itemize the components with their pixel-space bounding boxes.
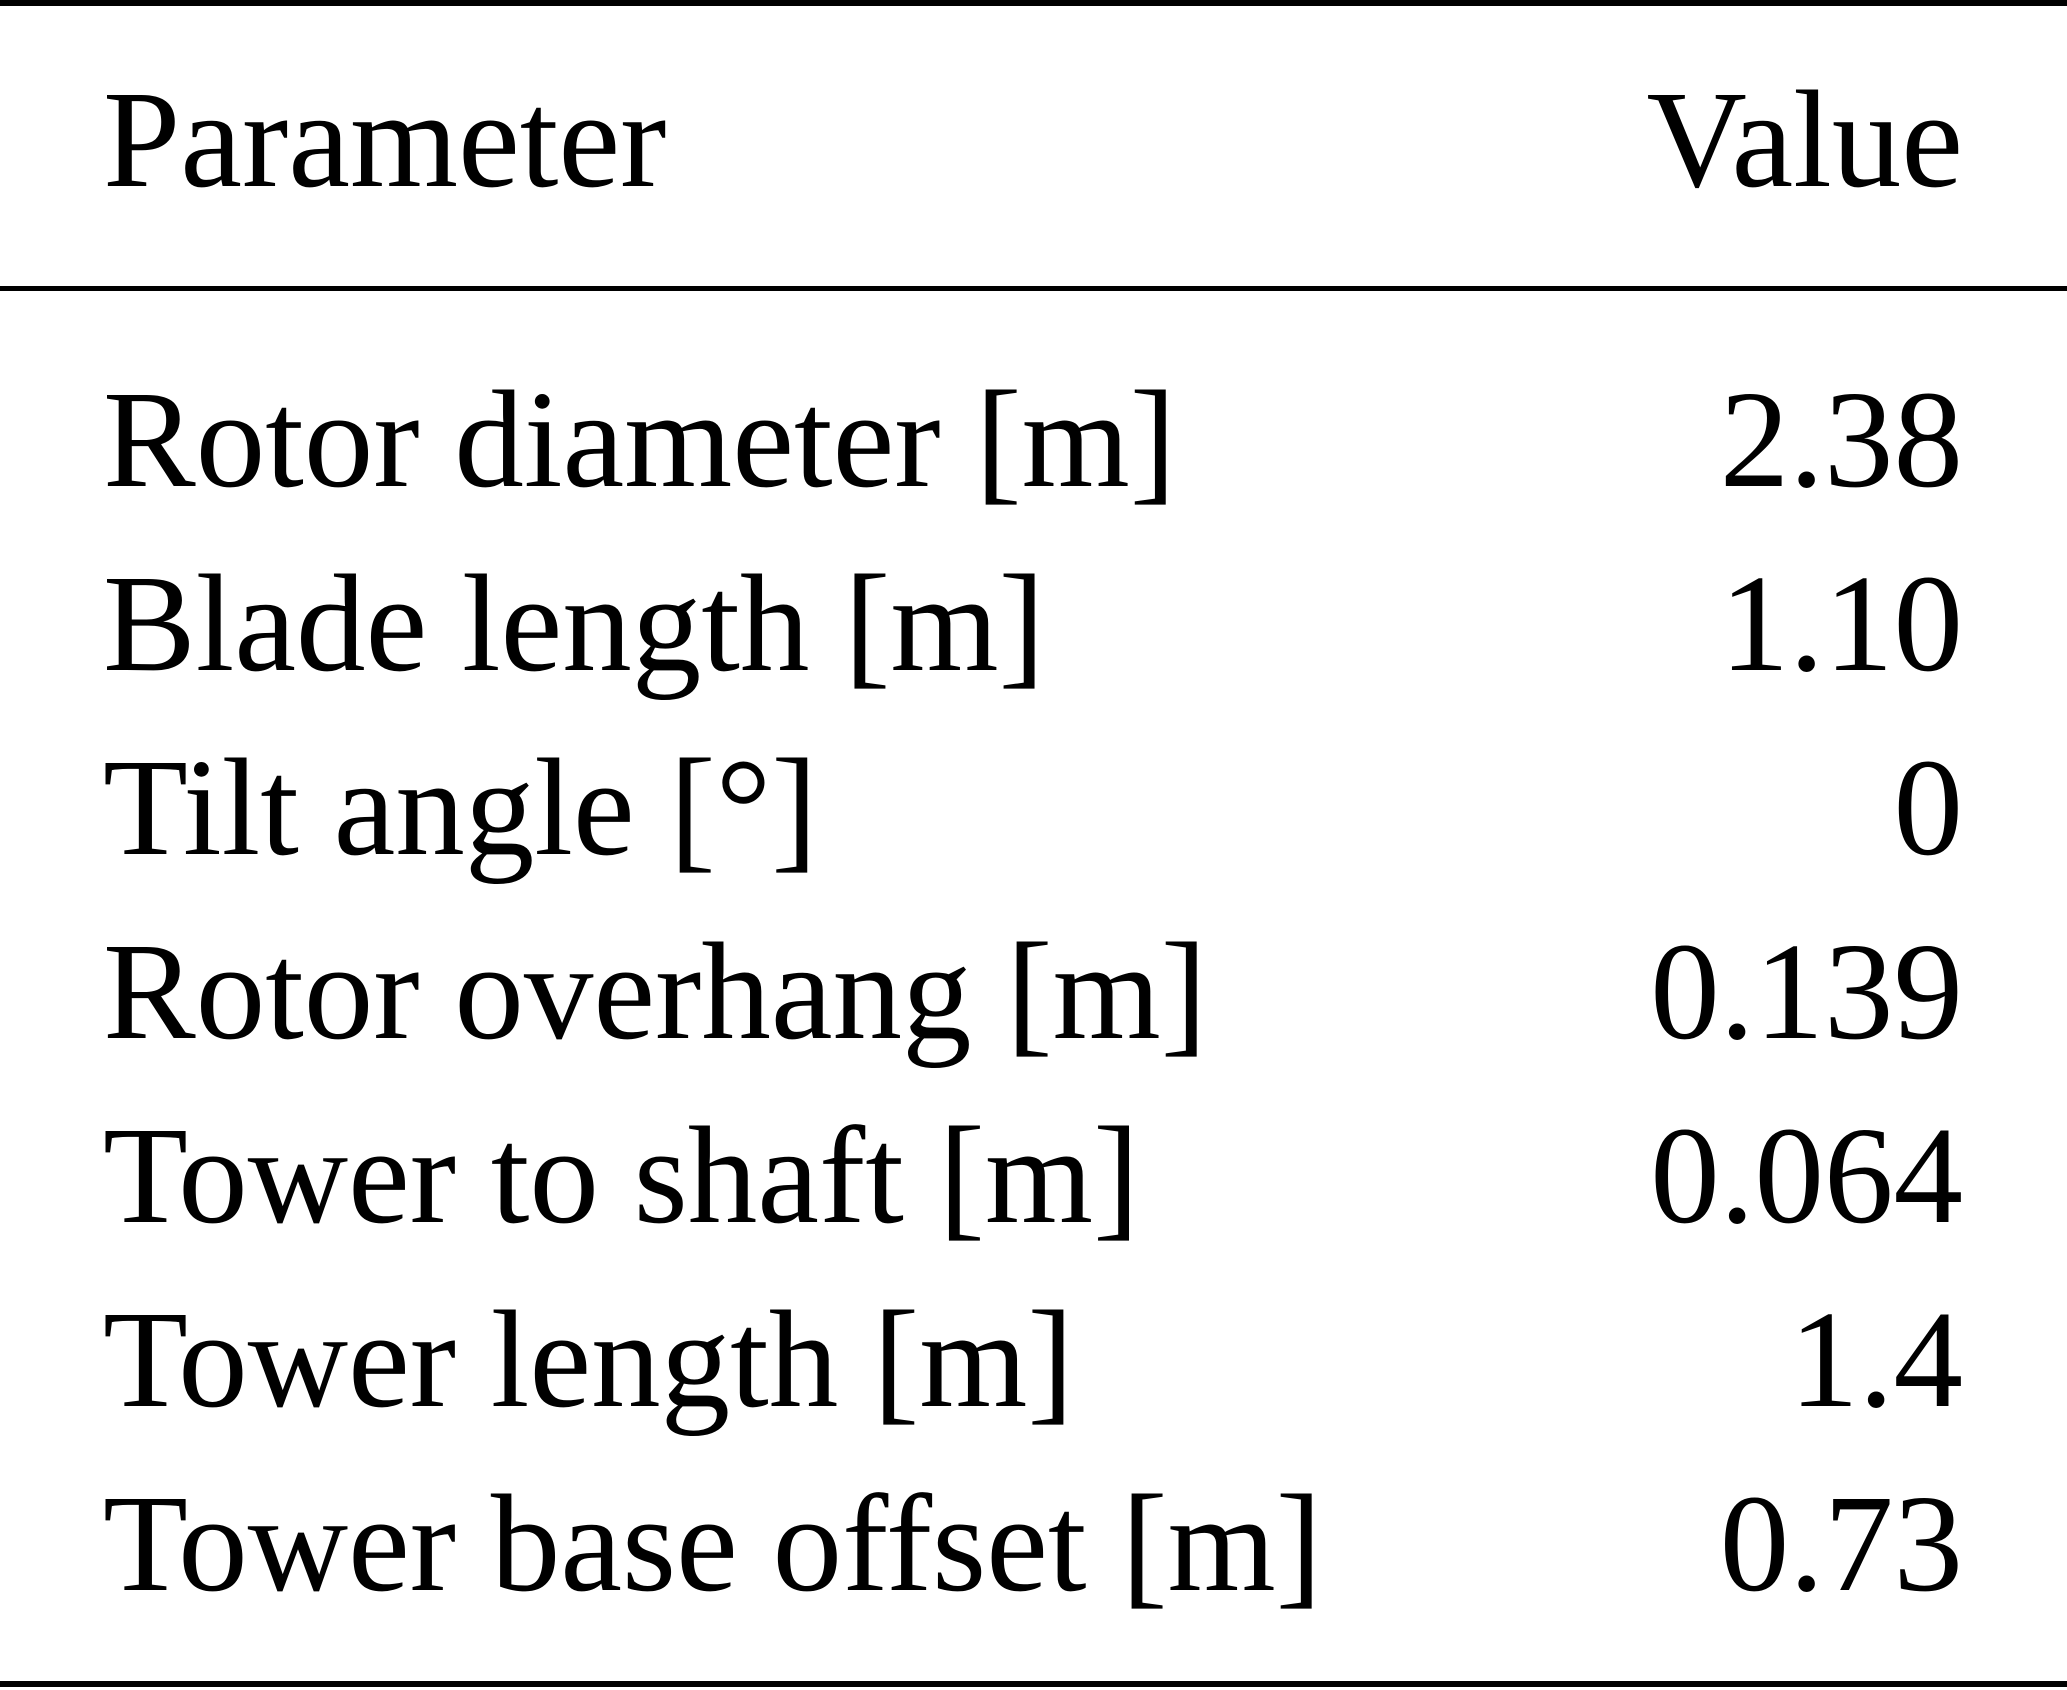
table-row: Tilt angle [°] 0 <box>0 716 2067 900</box>
row-value: 1.10 <box>1719 547 1963 701</box>
row-parameter: Tower length [m] <box>103 1283 1074 1437</box>
table-row: Tower length [m] 1.4 <box>0 1268 2067 1452</box>
table-row: Tower base offset [m] 0.73 <box>0 1452 2067 1636</box>
table-top-rule <box>0 0 2067 6</box>
table-row: Tower to shaft [m] 0.064 <box>0 1084 2067 1268</box>
row-parameter: Blade length [m] <box>103 547 1045 701</box>
row-parameter: Tower to shaft [m] <box>103 1099 1140 1253</box>
row-parameter: Tilt angle [°] <box>103 731 818 885</box>
table-header-rule <box>0 286 2067 291</box>
row-value: 0.064 <box>1650 1099 1963 1253</box>
row-parameter: Rotor overhang [m] <box>103 915 1207 1069</box>
table-row: Blade length [m] 1.10 <box>0 532 2067 716</box>
row-value: 1.4 <box>1789 1283 1963 1437</box>
table-row: Rotor overhang [m] 0.139 <box>0 900 2067 1084</box>
row-value: 0.139 <box>1650 915 1963 1069</box>
header-value: Value <box>1646 63 1963 217</box>
row-value: 0.73 <box>1719 1467 1963 1621</box>
table-row: Rotor diameter [m] 2.38 <box>0 348 2067 532</box>
header-parameter: Parameter <box>103 63 667 217</box>
table-bottom-rule <box>0 1681 2067 1687</box>
row-value: 0 <box>1893 731 1964 885</box>
table-header-row: Parameter Value <box>0 48 2067 232</box>
row-parameter: Tower base offset [m] <box>103 1467 1322 1621</box>
row-parameter: Rotor diameter [m] <box>103 363 1177 517</box>
row-value: 2.38 <box>1719 363 1963 517</box>
